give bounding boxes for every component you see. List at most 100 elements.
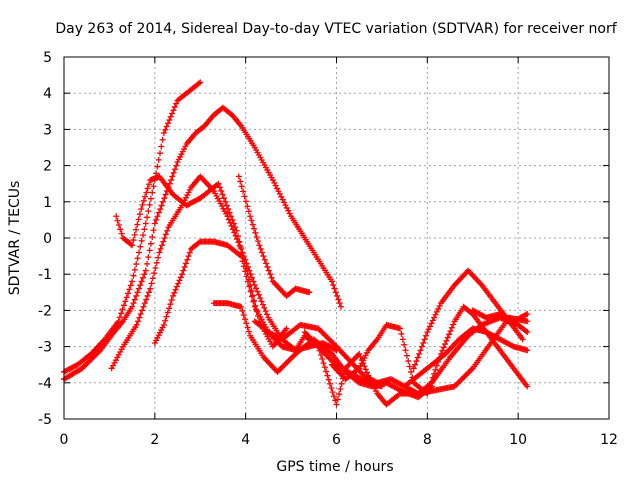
data-point [215, 180, 222, 187]
data-point [170, 292, 176, 299]
data-point [228, 223, 235, 230]
data-point [173, 100, 180, 107]
data-point [333, 401, 340, 408]
series-arc-11 [410, 267, 526, 372]
data-point [242, 268, 249, 275]
data-point [330, 282, 337, 289]
data-point [425, 386, 432, 393]
data-point [235, 173, 242, 180]
y-tick-label: 2 [43, 159, 52, 175]
data-point [362, 366, 369, 373]
data-point [160, 238, 167, 245]
data-point [433, 362, 440, 369]
data-point [435, 305, 442, 312]
data-point [175, 280, 182, 287]
data-point [155, 209, 162, 216]
data-point [145, 181, 152, 188]
data-point [334, 396, 341, 403]
x-tick-label: 2 [150, 432, 159, 448]
data-point [184, 256, 191, 263]
data-point [195, 239, 202, 246]
data-point [282, 202, 289, 209]
data-point [140, 303, 147, 310]
data-point [280, 363, 287, 370]
data-point [431, 314, 438, 321]
data-point [133, 292, 140, 299]
data-point [281, 361, 288, 368]
data-point [135, 216, 142, 223]
data-point [459, 375, 466, 382]
data-point [171, 166, 178, 173]
data-point [363, 369, 370, 376]
data-point [144, 185, 151, 192]
data-point [149, 275, 156, 282]
data-point [461, 373, 468, 380]
data-point [416, 350, 423, 357]
data-point [140, 232, 147, 239]
data-point [143, 189, 150, 196]
data-point [159, 136, 166, 143]
data-point [326, 336, 333, 343]
y-tick-label: -4 [38, 376, 52, 392]
data-point [129, 242, 136, 249]
data-point [229, 226, 236, 233]
data-point [335, 296, 342, 303]
data-point [130, 300, 137, 307]
data-point [238, 253, 245, 260]
data-point [133, 321, 140, 328]
x-tick-label: 10 [509, 432, 527, 448]
y-axis-label: SDTVAR / TECUs [7, 181, 23, 296]
y-tick-label: -1 [38, 267, 52, 283]
data-point [429, 317, 436, 324]
x-tick-label: 6 [332, 432, 341, 448]
data-point [427, 382, 434, 389]
data-point [144, 260, 151, 267]
data-point [134, 255, 141, 262]
data-point [137, 282, 144, 289]
data-point [135, 249, 142, 256]
data-point [130, 272, 137, 279]
data-point [422, 332, 429, 339]
data-point [448, 324, 455, 331]
data-point [116, 314, 123, 321]
data-point [238, 245, 245, 252]
data-point [330, 393, 337, 400]
data-point [163, 123, 170, 130]
data-point [142, 267, 149, 274]
data-point [450, 321, 457, 328]
data-point [154, 213, 161, 220]
data-point [242, 198, 249, 205]
data-point [398, 330, 405, 337]
data-point [169, 173, 176, 180]
data-point [146, 201, 153, 208]
data-point [413, 358, 420, 365]
data-point [447, 328, 454, 335]
data-point [145, 289, 152, 296]
data-point [264, 263, 271, 270]
data-point [524, 347, 531, 354]
data-point [283, 325, 290, 332]
data-point [164, 309, 171, 316]
data-point [524, 318, 531, 325]
data-point [234, 236, 241, 243]
data-point [281, 199, 288, 206]
data-point [306, 289, 313, 296]
data-point [319, 329, 326, 336]
data-point [519, 336, 526, 343]
data-point [249, 292, 256, 299]
data-point [277, 366, 284, 373]
y-tick-label: -2 [38, 303, 52, 319]
data-point [179, 271, 186, 278]
data-point [275, 188, 282, 195]
data-point [285, 207, 292, 214]
data-point [143, 296, 150, 303]
data-point [276, 191, 283, 198]
y-tick-label: 3 [43, 122, 52, 138]
data-point [249, 221, 256, 228]
data-point [162, 317, 169, 324]
data-point [158, 143, 165, 150]
series-arc-4 [235, 173, 313, 299]
data-point [177, 274, 184, 281]
data-point [160, 198, 167, 205]
